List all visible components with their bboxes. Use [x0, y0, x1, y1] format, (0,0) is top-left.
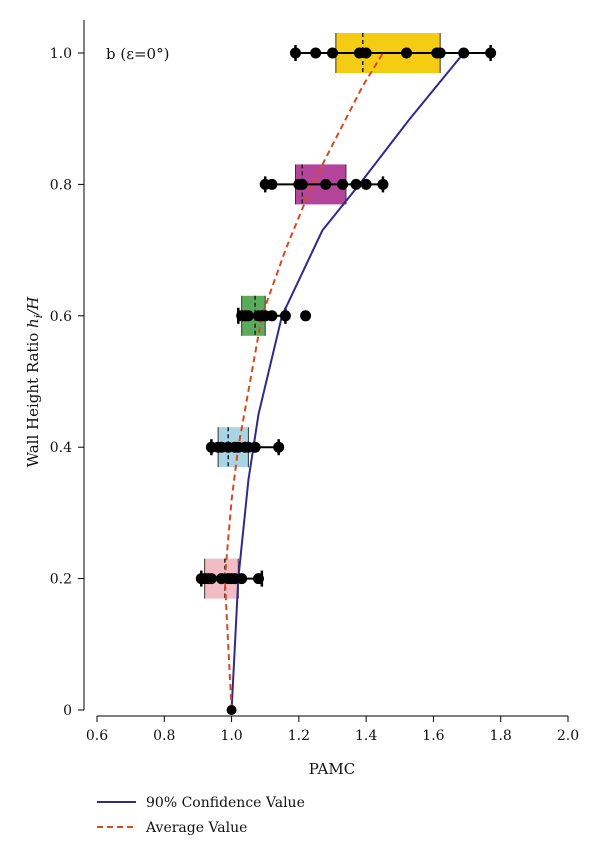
- x-tick-label: 1.4: [355, 728, 377, 744]
- x-axis-title: PAMC: [309, 760, 355, 778]
- data-point: [401, 47, 413, 59]
- data-point: [296, 178, 308, 190]
- data-point: [337, 178, 349, 190]
- series-line: [230, 52, 465, 711]
- y-axis-title-main: Wall Height Ratio: [24, 328, 42, 467]
- ticks-layer: 0.6 0.8 1.0 1.2 1.4 1.6 1.8 2.0 0 0.2 0.4 0.6 0.8 1.0: [50, 46, 579, 744]
- series-line: [223, 52, 384, 711]
- data-point: [249, 441, 261, 453]
- legend-label-confidence: 90% Confidence Value: [146, 795, 305, 811]
- y-tick-label: 0.4: [50, 440, 72, 456]
- data-point: [485, 47, 497, 59]
- data-point: [310, 47, 322, 59]
- y-tick-label: 0.2: [50, 572, 72, 588]
- y-tick-label: 0.8: [50, 177, 72, 193]
- data-point: [252, 573, 264, 585]
- data-point: [360, 47, 372, 59]
- x-tick-label: 2.0: [557, 728, 579, 744]
- data-point: [327, 47, 338, 59]
- x-tick-label: 1.8: [490, 728, 512, 744]
- y-tick-label: 0.6: [50, 309, 72, 325]
- data-point: [289, 47, 301, 59]
- data-point: [377, 178, 389, 190]
- y-tick-label: 1.0: [50, 46, 72, 62]
- panel-label: b (ε=0°): [106, 45, 169, 63]
- data-point: [242, 310, 254, 322]
- data-point: [350, 178, 362, 190]
- data-point: [300, 310, 312, 322]
- data-point: [434, 47, 446, 59]
- data-point: [458, 47, 470, 59]
- base-data-point: [226, 705, 237, 715]
- legend-label-average: Average Value: [145, 820, 247, 836]
- data-point: [320, 178, 332, 190]
- x-tick-label: 0.8: [153, 728, 175, 744]
- data-point: [205, 573, 217, 585]
- y-axis-title-sub: i: [32, 315, 45, 319]
- x-tick-label: 0.6: [86, 728, 108, 744]
- x-tick-label: 1.6: [422, 728, 444, 744]
- series-layer: [223, 52, 465, 711]
- y-axis-title-tail: /H: [24, 296, 42, 317]
- y-tick-label: 0: [63, 703, 72, 719]
- axes: [83, 20, 568, 717]
- y-axis-title: Wall Height Ratio hi/H: [24, 296, 45, 468]
- data-point: [266, 310, 278, 322]
- legend: 90% Confidence Value Average Value: [97, 795, 305, 836]
- data-point: [266, 178, 278, 190]
- points-layer: [195, 47, 497, 715]
- y-axis-title-italic: h: [24, 318, 42, 328]
- data-point: [360, 178, 372, 190]
- data-point: [236, 573, 248, 585]
- x-tick-label: 1.2: [288, 728, 310, 744]
- data-point: [279, 310, 291, 322]
- data-point: [273, 441, 285, 453]
- x-tick-label: 1.0: [220, 728, 242, 744]
